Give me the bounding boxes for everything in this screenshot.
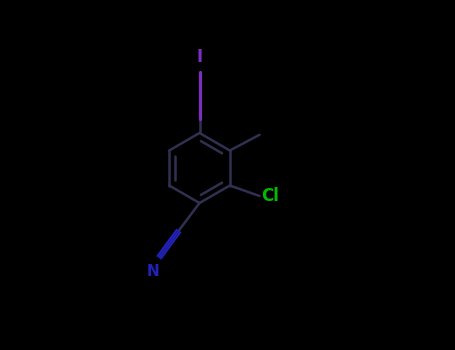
- Text: I: I: [197, 49, 202, 66]
- Text: N: N: [147, 264, 159, 279]
- Text: Cl: Cl: [261, 187, 279, 205]
